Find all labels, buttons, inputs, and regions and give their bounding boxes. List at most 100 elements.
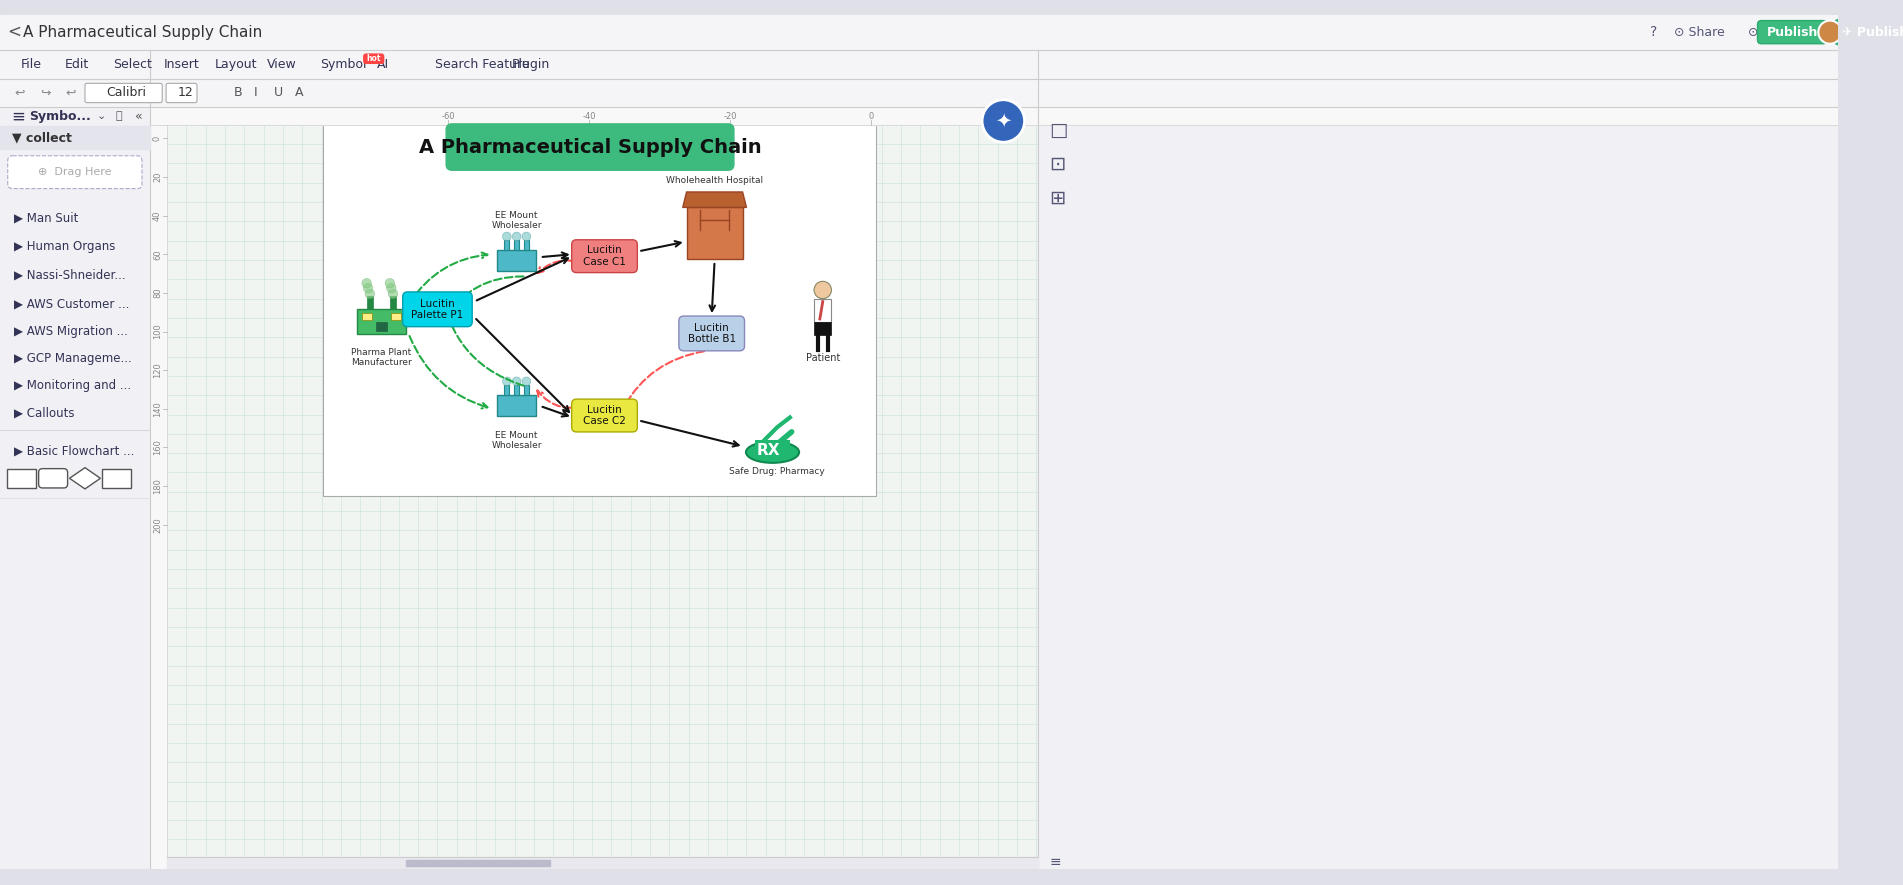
Bar (755, 440, 790, 454)
Text: Patient: Patient (805, 352, 839, 363)
Text: ↩: ↩ (67, 87, 76, 99)
Bar (504, 385, 510, 396)
Text: Select: Select (112, 58, 152, 71)
Text: EE Mount
Wholesaler: EE Mount Wholesaler (491, 431, 542, 450)
FancyBboxPatch shape (1834, 19, 1903, 45)
Bar (405, 859, 550, 866)
Text: 140: 140 (152, 401, 162, 417)
Text: 0: 0 (868, 112, 873, 120)
Text: ▶ Nassi-Shneider...: ▶ Nassi-Shneider... (15, 269, 126, 282)
Polygon shape (683, 192, 746, 207)
Text: ⌄: ⌄ (97, 112, 107, 121)
Text: ▼ collect: ▼ collect (11, 131, 72, 144)
Bar (523, 240, 529, 250)
Circle shape (365, 289, 375, 298)
Text: ⊙ Share: ⊙ Share (1675, 26, 1724, 39)
Text: ▶ Monitoring and ...: ▶ Monitoring and ... (15, 379, 131, 392)
Bar (167, 857, 1039, 869)
Bar (1039, 50, 1838, 869)
Text: AI: AI (377, 58, 388, 71)
Text: Edit: Edit (65, 58, 89, 71)
Bar (8, 469, 36, 488)
Circle shape (814, 281, 832, 298)
Text: 120: 120 (152, 362, 162, 378)
Bar (814, 322, 832, 335)
Text: ≡: ≡ (11, 107, 25, 125)
Bar (324, 119, 875, 496)
Text: 100: 100 (152, 324, 162, 339)
Text: ▶ Callouts: ▶ Callouts (15, 406, 74, 419)
Text: □: □ (1050, 121, 1068, 140)
Text: -40: -40 (582, 112, 596, 120)
Text: ↪: ↪ (40, 87, 51, 99)
Bar (0, 79, 1838, 107)
Text: 12: 12 (177, 87, 194, 99)
Text: Plugin: Plugin (512, 58, 550, 71)
Text: 160: 160 (152, 440, 162, 455)
Text: ⊙ Share: ⊙ Share (1747, 26, 1798, 39)
FancyBboxPatch shape (166, 83, 198, 103)
Bar (103, 469, 131, 488)
Text: 20: 20 (152, 172, 162, 182)
Ellipse shape (746, 442, 799, 463)
FancyBboxPatch shape (571, 240, 638, 273)
Text: -60: -60 (441, 112, 455, 120)
Circle shape (363, 283, 373, 293)
Circle shape (521, 232, 531, 241)
Text: A: A (295, 87, 303, 99)
Text: ▶ Basic Flowchart ...: ▶ Basic Flowchart ... (15, 445, 135, 458)
Text: <: < (8, 23, 21, 42)
Text: A Pharmaceutical Supply Chain: A Pharmaceutical Supply Chain (419, 137, 761, 157)
FancyBboxPatch shape (571, 399, 638, 432)
Text: 80: 80 (152, 288, 162, 298)
FancyBboxPatch shape (8, 156, 143, 189)
Text: View: View (266, 58, 297, 71)
Bar (0, 126, 150, 149)
Text: Safe Drug: Pharmacy: Safe Drug: Pharmacy (729, 467, 826, 476)
Text: -20: -20 (723, 112, 736, 120)
Circle shape (512, 232, 521, 241)
FancyBboxPatch shape (38, 469, 69, 488)
Circle shape (1819, 20, 1842, 43)
Text: ▶ AWS Migration ...: ▶ AWS Migration ... (15, 325, 128, 338)
Text: 60: 60 (152, 249, 162, 259)
Text: EE Mount
Wholesaler: EE Mount Wholesaler (491, 211, 542, 230)
Text: I: I (253, 87, 257, 99)
FancyBboxPatch shape (363, 53, 384, 64)
Text: Lucitin
Case C2: Lucitin Case C2 (582, 404, 626, 427)
Bar (514, 385, 520, 396)
Bar (514, 240, 520, 250)
FancyBboxPatch shape (679, 316, 744, 350)
Polygon shape (70, 467, 101, 489)
Text: 200: 200 (152, 517, 162, 533)
Text: Lucitin
Palette P1: Lucitin Palette P1 (411, 298, 464, 320)
FancyBboxPatch shape (403, 292, 472, 327)
Text: Layout: Layout (215, 58, 257, 71)
FancyBboxPatch shape (1758, 20, 1827, 43)
Circle shape (386, 283, 396, 293)
Text: ▶ GCP Manageme...: ▶ GCP Manageme... (15, 352, 131, 365)
Text: Insert: Insert (164, 58, 200, 71)
Bar (150, 125, 167, 869)
Bar (0, 50, 1838, 79)
Text: U: U (274, 87, 284, 99)
Text: 40: 40 (152, 211, 162, 221)
Bar (167, 125, 1039, 857)
Text: 20: 20 (1007, 112, 1018, 120)
Bar (0, 15, 1838, 50)
Text: Symbol: Symbol (320, 58, 367, 71)
Text: 🔍: 🔍 (116, 112, 122, 121)
Bar (358, 309, 405, 335)
Circle shape (512, 377, 521, 386)
Circle shape (362, 279, 371, 288)
Text: Search Feature: Search Feature (434, 58, 529, 71)
Text: Lucitin
Case C1: Lucitin Case C1 (582, 245, 626, 267)
Text: Publish: Publish (1766, 26, 1817, 39)
Bar (390, 296, 396, 309)
Text: Lucitin
Bottle B1: Lucitin Bottle B1 (687, 323, 736, 344)
Text: Wholehealth Hospital: Wholehealth Hospital (666, 176, 763, 185)
Text: Calibri: Calibri (107, 87, 147, 99)
Circle shape (502, 377, 512, 386)
Circle shape (384, 279, 394, 288)
Bar (367, 296, 373, 309)
